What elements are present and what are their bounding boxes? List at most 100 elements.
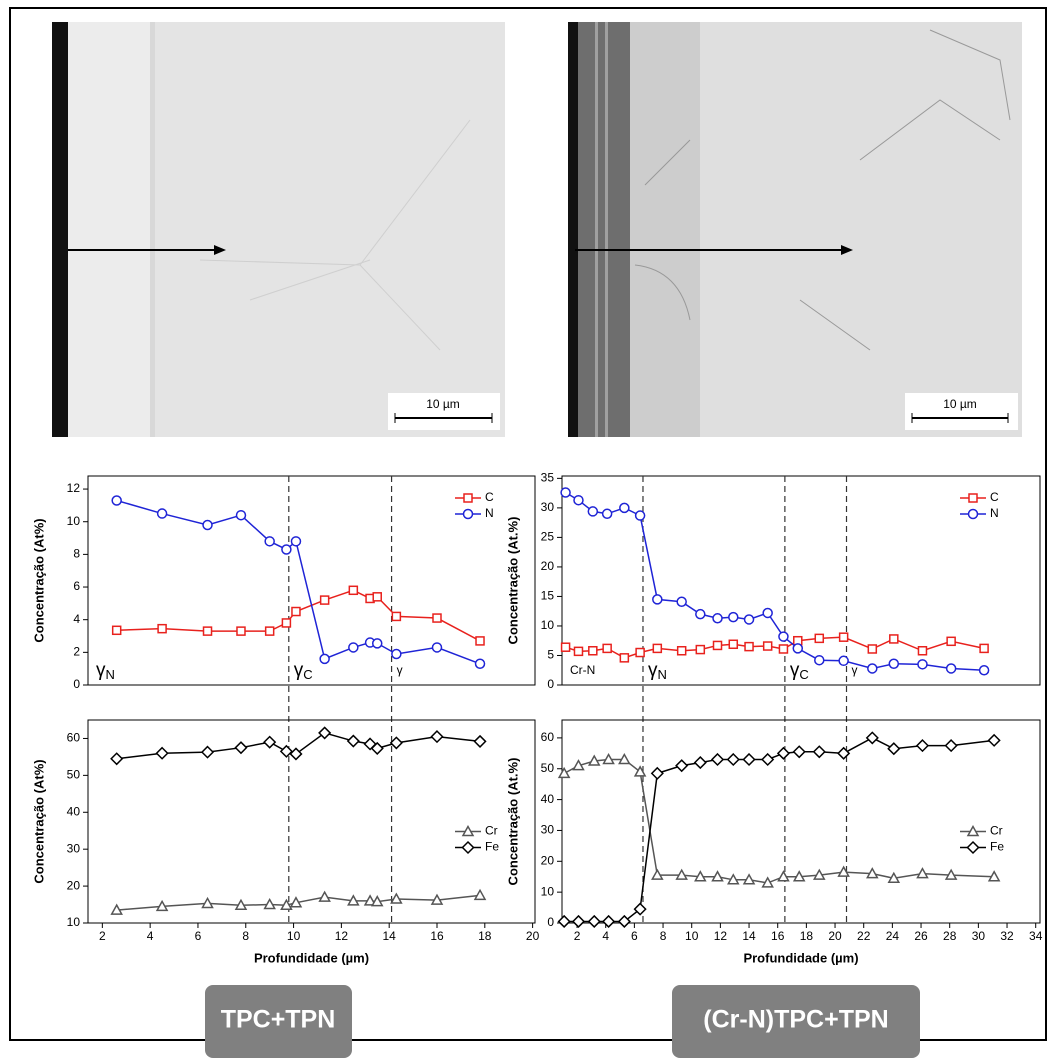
data-point: [347, 894, 360, 906]
data-point: [778, 631, 789, 642]
y-tick-label: 5: [547, 648, 554, 662]
data-point: [946, 636, 956, 647]
data-point: [634, 510, 646, 521]
x-tick-label: 6: [631, 929, 638, 943]
data-point: [557, 914, 571, 929]
data-point: [916, 867, 929, 879]
data-point: [944, 739, 958, 753]
y-tick-label: 50: [67, 768, 81, 782]
data-point: [280, 898, 293, 911]
data-point: [157, 623, 167, 634]
x-tick-label: 14: [742, 929, 756, 943]
data-point: [761, 876, 774, 888]
data-point: [200, 745, 215, 759]
data-point: [155, 746, 169, 760]
region-label: γN: [96, 660, 115, 682]
data-point: [619, 502, 630, 514]
panel-label-box: [672, 985, 920, 1058]
data-point: [915, 739, 930, 753]
x-tick-label: 32: [1000, 929, 1014, 943]
data-point: [234, 741, 248, 755]
data-point: [619, 653, 630, 663]
region-label: γ: [397, 663, 403, 677]
x-tick-label: 20: [828, 929, 842, 943]
x-tick-label: 6: [195, 929, 202, 943]
data-point: [236, 626, 246, 636]
region-subscript: C: [799, 667, 808, 682]
micrograph-right: 10 µm: [568, 22, 1022, 437]
data-point: [587, 506, 599, 517]
figure-border: [9, 7, 1047, 1041]
x-tick-label: 12: [335, 929, 349, 943]
scale-bar-label: 10 µm: [426, 397, 460, 411]
y-tick-label: 4: [73, 612, 80, 626]
data-point: [652, 594, 663, 605]
data-point: [571, 914, 586, 929]
x-tick-label: 8: [660, 929, 667, 943]
data-point: [289, 747, 303, 761]
data-point: [917, 659, 928, 670]
data-point: [812, 745, 826, 759]
data-point: [694, 870, 707, 882]
x-tick-label: 28: [943, 929, 957, 943]
panel-label-box: [205, 985, 352, 1058]
data-point: [602, 914, 616, 929]
micrograph-left: 10 µm: [52, 22, 505, 437]
data-point: [572, 759, 585, 771]
data-point: [560, 487, 571, 498]
legend-marker: [462, 508, 474, 520]
data-point: [111, 625, 122, 636]
y-axis-title: Concentração (At%): [31, 759, 46, 883]
data-point: [917, 646, 928, 656]
y-tick-label: 15: [541, 589, 555, 603]
region-symbol: γ: [852, 663, 858, 677]
data-point: [726, 752, 740, 767]
x-tick-label: 18: [478, 929, 492, 943]
data-point: [560, 642, 571, 652]
data-point: [475, 636, 485, 646]
data-point: [633, 902, 647, 916]
y-tick-label: 0: [547, 915, 554, 929]
data-point: [155, 899, 169, 912]
data-point: [618, 752, 631, 765]
data-point: [235, 509, 247, 521]
data-point: [319, 653, 330, 665]
plot-area: [561, 719, 1041, 924]
x-tick-label: 20: [526, 929, 540, 943]
data-point: [391, 648, 402, 660]
data-point: [792, 643, 804, 654]
x-tick-label: 4: [602, 929, 609, 943]
y-tick-label: 60: [541, 730, 555, 744]
data-point: [652, 643, 663, 654]
data-point: [264, 536, 275, 547]
data-point: [635, 647, 645, 658]
y-tick-label: 20: [541, 853, 555, 867]
data-point: [363, 894, 377, 906]
data-point: [291, 606, 301, 617]
data-point: [865, 731, 879, 745]
y-tick-label: 12: [67, 481, 81, 495]
region-subscript: C: [303, 667, 312, 682]
y-tick-label: 50: [541, 761, 555, 775]
legend-label: N: [990, 506, 999, 520]
data-point: [728, 611, 739, 623]
x-tick-label: 12: [714, 929, 728, 943]
legend-marker: [461, 840, 475, 855]
data-point: [372, 592, 382, 602]
data-point: [110, 752, 124, 766]
data-point: [889, 634, 899, 644]
region-label: γ: [852, 663, 858, 677]
data-point: [557, 766, 571, 779]
region-symbol: γ: [397, 663, 403, 677]
data-point: [202, 626, 213, 636]
series-line: [116, 499, 481, 665]
data-point: [978, 664, 990, 676]
y-tick-label: 30: [67, 841, 81, 855]
data-point: [371, 638, 383, 649]
y-tick-label: 40: [541, 792, 555, 806]
y-tick-label: 2: [73, 645, 80, 659]
y-tick-label: 30: [541, 823, 555, 837]
data-point: [812, 868, 826, 880]
x-tick-label: 24: [886, 929, 900, 943]
x-axis-title: Profundidade (µm): [254, 950, 369, 965]
